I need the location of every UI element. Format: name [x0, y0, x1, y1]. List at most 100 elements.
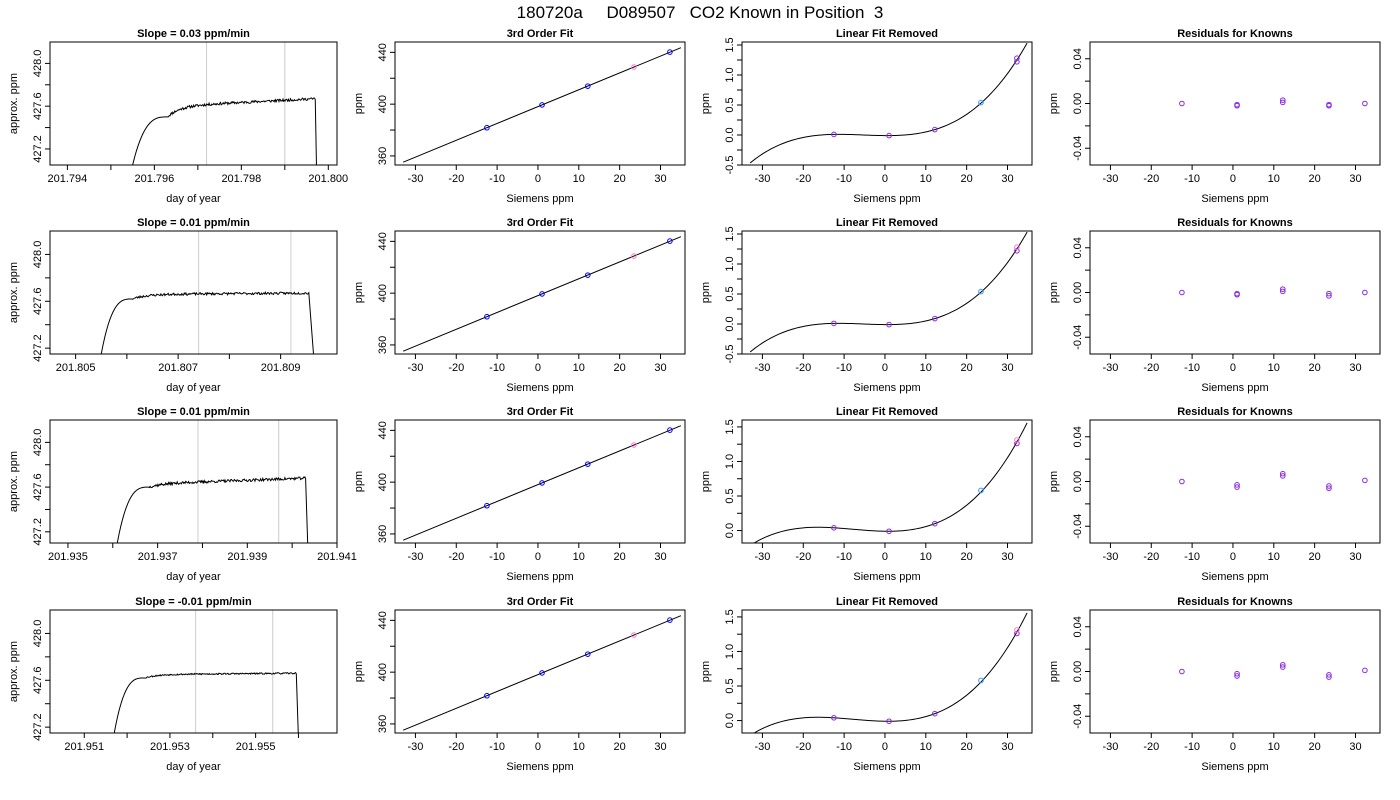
y-axis-label: ppm	[353, 471, 365, 492]
y-tick-label: -0.5	[724, 345, 736, 364]
plot-area	[749, 231, 1028, 353]
data-point	[1014, 248, 1020, 254]
data-point	[667, 617, 673, 623]
x-tick-label: 201.796	[134, 173, 174, 185]
fit-curve	[402, 236, 682, 352]
data-point	[539, 102, 545, 108]
panel-r1-c1: Slope = 0.03 ppm/min 201.794 201.796 201.79…	[8, 28, 348, 205]
x-tick-label: -30	[754, 551, 770, 563]
data-point	[1279, 288, 1286, 295]
data-point	[931, 315, 938, 322]
plot-area	[1179, 97, 1368, 109]
x-tick-label: 201.935	[48, 551, 88, 563]
data-point	[1179, 100, 1185, 107]
y-tick-label: 440	[377, 43, 389, 61]
y-tick-label: 0.5	[724, 97, 736, 112]
data-point	[1326, 290, 1332, 297]
y-tick-label: 427.2	[32, 135, 44, 163]
panel-title: Linear Fit Removed	[836, 217, 938, 229]
fit-curve	[402, 47, 682, 163]
y-axis-label: approx. ppm	[8, 262, 20, 323]
data-point	[631, 632, 637, 638]
plot-area	[1179, 661, 1368, 680]
data-point	[539, 291, 545, 297]
plot-area	[132, 97, 317, 165]
y-tick-label: 0.00	[1072, 471, 1084, 492]
x-tick-label: 20	[961, 741, 973, 753]
x-tick-label: -20	[448, 173, 464, 185]
panel-r1-c3: Linear Fit Removed -30 -20 -10 0 10 20 30 -0.5 0.…	[700, 28, 1033, 205]
panel-title: Slope = 0.03 ppm/min	[137, 28, 250, 40]
fit-curve	[402, 425, 682, 541]
x-tick-label: 10	[920, 362, 932, 374]
x-axis-label: day of year	[166, 571, 221, 583]
data-point	[1362, 667, 1368, 674]
panel-title: 3rd Order Fit	[507, 217, 574, 229]
x-axis-label: Siemens ppm	[506, 571, 573, 583]
x-tick-label: 0	[882, 173, 888, 185]
x-tick-label: -10	[1184, 362, 1200, 374]
y-tick-label: 428.0	[32, 620, 44, 648]
data-point	[1014, 55, 1020, 62]
data-point	[667, 49, 673, 55]
x-tick-label: 201.955	[236, 741, 276, 753]
x-tick-label: 30	[1349, 362, 1361, 374]
plot-area	[116, 476, 309, 543]
y-tick-label: 1.0	[724, 644, 736, 659]
y-axis-label: ppm	[353, 93, 365, 114]
x-tick-label: 20	[614, 741, 626, 753]
x-tick-label: -30	[407, 362, 423, 374]
y-tick-label: 400	[377, 663, 389, 681]
x-tick-label: -10	[489, 551, 505, 563]
data-point	[1014, 440, 1020, 447]
data-point	[1279, 99, 1286, 106]
x-tick-label: 201.805	[56, 362, 96, 374]
plot-area	[753, 612, 1028, 733]
data-point	[1362, 100, 1368, 107]
x-tick-label: 10	[1268, 362, 1280, 374]
data-point	[584, 272, 591, 278]
y-tick-label: 400	[377, 284, 389, 302]
y-axis-label: ppm	[700, 93, 712, 114]
x-tick-label: 201.807	[158, 362, 198, 374]
panel-title: 3rd Order Fit	[507, 28, 574, 40]
x-tick-label: -30	[754, 362, 770, 374]
y-tick-label: 0.0	[724, 127, 736, 142]
data-point	[886, 528, 892, 535]
x-tick-label: 201.953	[150, 741, 190, 753]
x-tick-label: 10	[920, 173, 932, 185]
plot-frame	[49, 230, 338, 355]
y-tick-label: -0.04	[1072, 704, 1084, 729]
data-point	[1326, 483, 1332, 489]
y-tick-label: 0.5	[724, 678, 736, 693]
y-axis-label: approx. ppm	[8, 641, 20, 702]
data-point	[584, 461, 591, 467]
data-point	[667, 427, 673, 433]
y-axis-label: ppm	[700, 282, 712, 303]
x-tick-label: 0	[1230, 362, 1236, 374]
x-tick-label: -20	[448, 741, 464, 753]
x-tick-label: 30	[654, 362, 666, 374]
data-point	[1326, 672, 1332, 678]
x-tick-label: -30	[754, 741, 770, 753]
fit-curve	[753, 422, 1028, 543]
data-point	[978, 487, 984, 494]
data-point	[1234, 484, 1240, 490]
y-tick-label: 1.5	[724, 419, 736, 434]
plot-frame	[741, 609, 1033, 734]
data-point	[1279, 97, 1286, 103]
x-tick-label: -20	[795, 173, 811, 185]
y-tick-label: 1.5	[724, 609, 736, 624]
x-tick-label: -10	[489, 173, 505, 185]
x-tick-label: 0	[882, 362, 888, 374]
plot-area	[1179, 470, 1368, 492]
plot-frame	[394, 41, 686, 166]
plot-frame	[394, 419, 686, 544]
x-tick-label: -20	[795, 551, 811, 563]
x-tick-label: 20	[961, 362, 973, 374]
x-axis-label: day of year	[166, 382, 221, 394]
y-axis-label: approx. ppm	[8, 73, 20, 134]
y-tick-label: 1.5	[724, 226, 736, 241]
plot-area	[749, 42, 1028, 164]
panel-title: Slope = -0.01 ppm/min	[135, 596, 252, 608]
